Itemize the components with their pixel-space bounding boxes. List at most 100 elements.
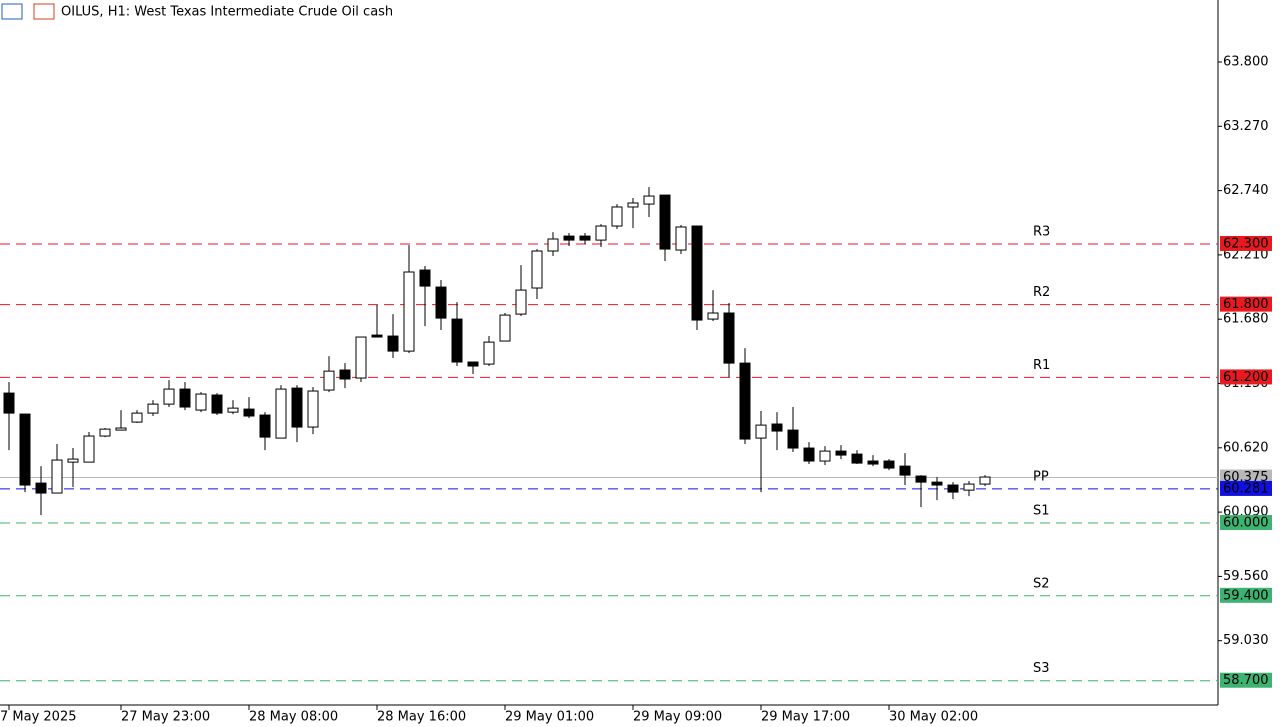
candle-body [403, 271, 415, 352]
candle-body [179, 388, 191, 408]
x-tick-label: 29 May 09:00 [633, 710, 722, 725]
candle-body [467, 361, 479, 367]
icon [33, 3, 55, 20]
candle-body [435, 286, 447, 319]
candle-body [867, 460, 879, 465]
candle-body [755, 424, 767, 439]
level-name: R1 [1033, 358, 1050, 373]
x-tick-label: 28 May 08:00 [249, 710, 338, 725]
candle-body [515, 289, 527, 315]
candle-body [963, 483, 975, 491]
candle-body [899, 465, 911, 476]
level-label-bg [1220, 515, 1272, 531]
candle-body [451, 318, 463, 363]
icon [1, 3, 23, 20]
candle-body [99, 428, 111, 437]
candle-body [547, 238, 559, 252]
chart-title: OILUS, H1: West Texas Intermediate Crude… [61, 5, 393, 20]
level-label-bg [1220, 369, 1272, 385]
y-tick-label: 59.030 [1223, 633, 1269, 648]
level-label-bg [1220, 672, 1272, 688]
y-tick-label: 60.620 [1223, 440, 1269, 455]
candle-body [147, 403, 159, 414]
candle-body [3, 392, 15, 414]
candle-body [659, 194, 671, 250]
candle-body [83, 435, 95, 463]
level-label: 61.800 [1223, 297, 1269, 312]
candle-body [947, 484, 959, 493]
candle-body [195, 393, 207, 411]
level-label: 58.700 [1223, 673, 1269, 688]
candle-body [355, 336, 367, 379]
x-tick-label: 30 May 02:00 [889, 710, 978, 725]
candle-body [835, 450, 847, 456]
candle-body [819, 450, 831, 462]
candle-body [723, 312, 735, 364]
candle-body [531, 250, 543, 289]
candle-body [483, 341, 495, 365]
bid-label-bg [1220, 469, 1272, 485]
x-tick-label: 28 May 16:00 [377, 710, 466, 725]
level-name: S1 [1033, 504, 1050, 519]
candle-body [643, 195, 655, 205]
header-icons [1, 3, 55, 20]
candle-body [563, 235, 575, 241]
candle-body [19, 413, 31, 486]
y-tick-label: 62.740 [1223, 183, 1269, 198]
candle-body [579, 235, 591, 241]
level-label: 61.200 [1223, 370, 1269, 385]
candle-body [979, 476, 991, 485]
level-label-bg [1220, 296, 1272, 312]
x-tick-label: 7 May 2025 [0, 710, 77, 725]
x-tick-label: 27 May 23:00 [121, 710, 210, 725]
candle-body [627, 202, 639, 208]
candle-body [339, 369, 351, 380]
candle-body [67, 458, 79, 463]
candle-body [131, 412, 143, 423]
candle-body [115, 427, 127, 431]
candle-body [675, 226, 687, 251]
x-tick-label: 29 May 17:00 [761, 710, 850, 725]
candle-body [883, 460, 895, 469]
y-tick-label: 63.270 [1223, 119, 1269, 134]
candle-body [851, 453, 863, 464]
candle-body [707, 312, 719, 320]
candle-body [211, 394, 223, 414]
level-name: S3 [1033, 661, 1050, 676]
candle-body [803, 447, 815, 462]
candle-body [259, 414, 271, 438]
candle-body [275, 388, 287, 439]
level-label-bg [1220, 480, 1272, 496]
level-label: 59.400 [1223, 588, 1269, 603]
level-name: R2 [1033, 285, 1050, 300]
candle-body [739, 362, 751, 440]
candle-body [227, 407, 239, 413]
candle-body [915, 475, 927, 483]
candle-body [931, 481, 943, 486]
candle-body [323, 370, 335, 391]
candle-body [691, 225, 703, 321]
level-name: R3 [1033, 224, 1050, 239]
level-name: S2 [1033, 576, 1050, 591]
y-tick-label: 61.680 [1223, 312, 1269, 327]
candle-body [291, 387, 303, 428]
candle-body [371, 334, 383, 338]
y-tick-label: 62.210 [1223, 247, 1269, 262]
candle-body [243, 408, 255, 417]
candle-body [787, 429, 799, 449]
candle-body [611, 206, 623, 227]
level-label-bg [1220, 587, 1272, 603]
candle-body [387, 335, 399, 352]
candle-body [35, 482, 47, 494]
x-tick-label: 29 May 01:00 [505, 710, 594, 725]
level-label-bg [1220, 235, 1272, 251]
candle-body [771, 423, 783, 432]
level-label: 60.000 [1223, 516, 1269, 531]
candle-body [163, 388, 175, 405]
y-tick-label: 63.800 [1223, 54, 1269, 69]
candle-body [307, 390, 319, 428]
candle-body [51, 459, 63, 494]
